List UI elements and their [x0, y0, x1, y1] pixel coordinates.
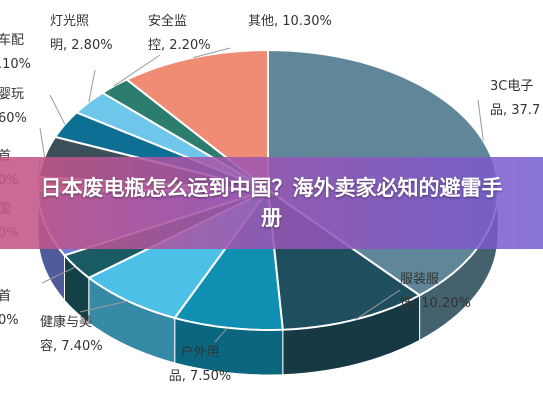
- slice-label: 其他, 10.30%: [248, 14, 332, 29]
- slice-label-line: 健康与美: [40, 314, 92, 330]
- slice-label-line: 车配: [0, 32, 24, 48]
- slice-label-line: 品, 37.7: [490, 103, 540, 118]
- slice-label-line: 灯光照: [50, 14, 89, 29]
- slice-label-line: 品, 7.50%: [169, 369, 232, 384]
- leader-line: [477, 99, 484, 141]
- slice-label-line: 其他, 10.30%: [248, 14, 332, 29]
- slice-label-line: 婴玩: [0, 87, 24, 102]
- slice-label-line: 明, 2.80%: [50, 38, 113, 53]
- slice-label: 婴玩 60%: [0, 87, 27, 126]
- leader-line: [41, 266, 77, 284]
- leader-line: [113, 54, 161, 87]
- slice-label-line: .10%: [0, 57, 31, 72]
- slice-label: 户外用品, 7.50%: [169, 344, 232, 384]
- leader-line: [39, 127, 46, 157]
- slice-label-line: 首: [0, 289, 11, 304]
- slice-label-line: 控, 2.20%: [148, 38, 211, 53]
- slice-label-line: 安全监: [148, 13, 187, 29]
- slice-label-line: 0%: [0, 313, 19, 328]
- slice-label: 车配 .10%: [0, 32, 31, 72]
- slice-label-line: 60%: [0, 111, 27, 126]
- slice-label: 首 0%: [0, 289, 19, 328]
- slice-label-line: 户外用: [180, 344, 219, 360]
- leader-line: [355, 289, 401, 320]
- banner-title: 日本废电瓶怎么运到中国？海外卖家必知的避雷手册: [40, 176, 503, 230]
- slice-label: 健康与美容, 7.40%: [40, 314, 103, 354]
- leader-line: [193, 47, 231, 59]
- slice-label: 安全监控, 2.20%: [148, 13, 211, 53]
- slice-label-line: 饰, 10.20%: [400, 296, 471, 311]
- slice-label-line: 3C电子: [490, 79, 533, 94]
- leader-line: [79, 300, 128, 313]
- slice-label: 服装服饰, 10.20%: [400, 272, 471, 311]
- slice-label: 灯光照明, 2.80%: [50, 14, 113, 53]
- slice-label: 3C电子品, 37.7: [490, 79, 540, 118]
- slice-label-line: 服装服: [400, 272, 439, 287]
- leader-line: [49, 94, 66, 125]
- slice-label-line: 容, 7.40%: [40, 338, 103, 354]
- slice-label-line: 首: [0, 149, 11, 164]
- leader-line: [88, 69, 96, 103]
- title-banner: 日本废电瓶怎么运到中国？海外卖家必知的避雷手册: [0, 157, 543, 249]
- slice: [124, 48, 269, 193]
- leader-line: [214, 327, 228, 343]
